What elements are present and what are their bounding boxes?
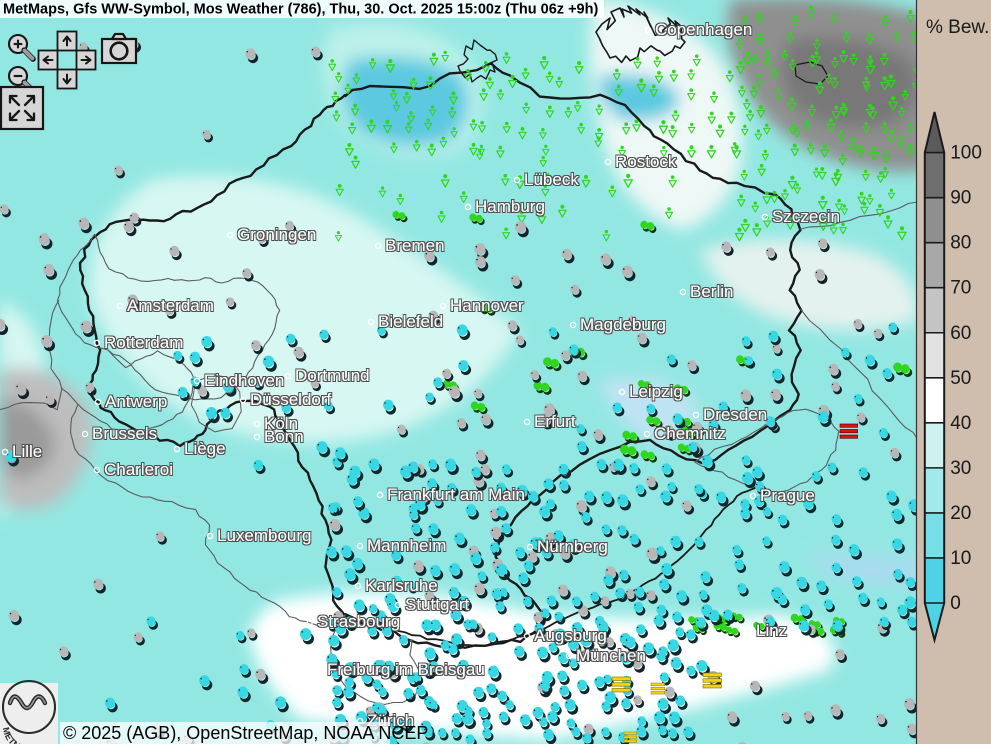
svg-text:0: 0 [950,593,961,614]
svg-text:% Bew.: % Bew. [926,17,989,38]
svg-text:Mannheim: Mannheim [367,536,446,555]
svg-text:MetMaps, Gfs WW-Symbol, Mos We: MetMaps, Gfs WW-Symbol, Mos Weather (786… [3,2,598,18]
svg-text:Charleroi: Charleroi [104,460,173,479]
svg-text:Eindhoven: Eindhoven [204,371,284,390]
svg-text:90: 90 [950,188,971,209]
svg-text:40: 40 [950,413,971,434]
svg-text:Stuttgart: Stuttgart [405,595,470,614]
svg-text:70: 70 [950,278,971,299]
svg-text:80: 80 [950,233,971,254]
svg-text:Frankfurt am Main: Frankfurt am Main [387,485,525,504]
svg-text:Rostock: Rostock [615,152,677,171]
svg-text:20: 20 [950,503,971,524]
svg-text:Dresden: Dresden [703,405,767,424]
svg-text:Strasbourg: Strasbourg [317,612,400,631]
svg-text:© 2025 (AGB), OpenStreetMap, N: © 2025 (AGB), OpenStreetMap, NOAA NCEP [63,723,428,743]
svg-text:Amsterdam: Amsterdam [127,296,214,315]
svg-text:10: 10 [950,548,971,569]
svg-text:Magdeburg: Magdeburg [580,315,666,334]
svg-text:Hannover: Hannover [450,296,524,315]
svg-text:Nürnberg: Nürnberg [537,537,608,556]
svg-text:100: 100 [950,143,982,164]
svg-text:Prague: Prague [760,486,815,505]
svg-text:Hamburg: Hamburg [475,197,545,216]
svg-text:Bielefeld: Bielefeld [378,312,443,331]
svg-text:Karlsruhe: Karlsruhe [365,576,438,595]
svg-text:Lübeck: Lübeck [524,170,579,189]
svg-text:Augsburg: Augsburg [534,626,607,645]
svg-text:Bremen: Bremen [385,236,445,255]
svg-text:50: 50 [950,368,971,389]
svg-text:Liège: Liège [184,439,226,458]
svg-text:Freiburg im Breisgau: Freiburg im Breisgau [327,660,485,679]
svg-text:Berlin: Berlin [690,282,733,301]
svg-text:Düsseldorf: Düsseldorf [250,390,332,409]
svg-text:30: 30 [950,458,971,479]
svg-text:Luxembourg: Luxembourg [217,526,312,545]
svg-text:Chemnitz: Chemnitz [654,424,726,443]
svg-text:Erfurt: Erfurt [534,412,576,431]
svg-text:Leipzig: Leipzig [629,382,683,401]
svg-text:Linz: Linz [756,621,787,640]
svg-text:Brussels: Brussels [92,424,157,443]
svg-text:Bonn: Bonn [264,427,304,446]
svg-text:60: 60 [950,323,971,344]
svg-text:Dortmund: Dortmund [295,366,370,385]
svg-text:Szczecin: Szczecin [772,207,840,226]
svg-text:Copenhagen: Copenhagen [655,20,752,39]
svg-text:München: München [576,646,646,665]
svg-text:Lille: Lille [12,442,42,461]
svg-text:Rotterdam: Rotterdam [104,333,183,352]
svg-text:Groningen: Groningen [237,225,316,244]
svg-text:Antwerp: Antwerp [105,392,167,411]
